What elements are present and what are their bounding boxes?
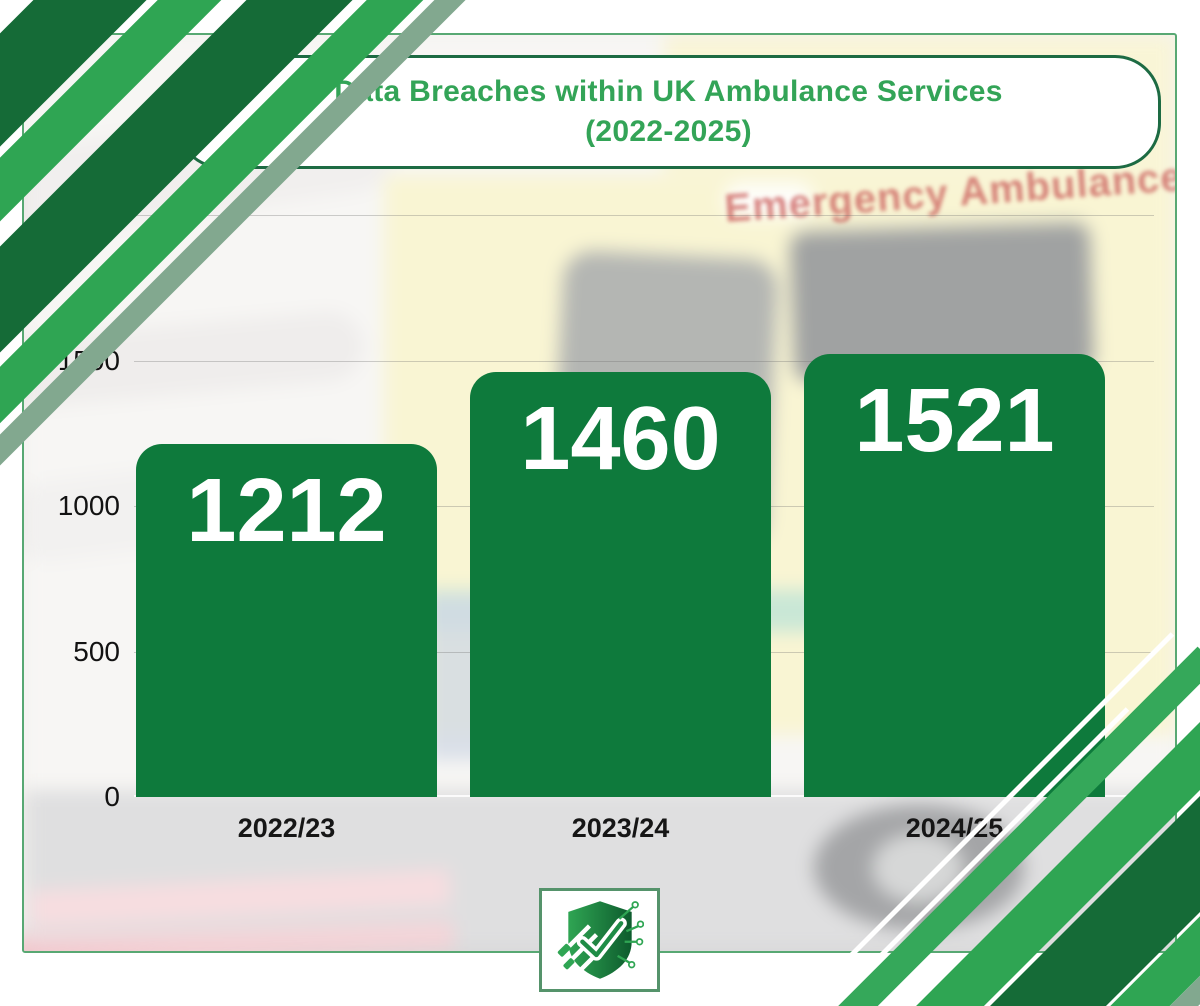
y-tick-label: 1000 (57, 490, 120, 521)
chart-title-line2: (2022-2025) (585, 115, 752, 148)
bar-value-label: 1212 (186, 461, 387, 562)
chart-title-line1: Data Breaches within UK Ambulance Servic… (334, 75, 1003, 108)
chart-panel: Emergency Ambulance 2000 1500 1000 500 0… (22, 33, 1177, 953)
bar-2023-24: 1460 (470, 372, 771, 797)
y-tick-label: 1500 (57, 345, 120, 376)
shield-checkmark-circuit-logo-icon (557, 901, 644, 979)
y-tick-label: 2000 (57, 199, 120, 230)
x-category-label: 2023/24 (571, 813, 670, 843)
bar-2024-25: 1521 (804, 354, 1105, 797)
title-box: Data Breaches within UK Ambulance Servic… (176, 55, 1161, 169)
x-category-label: 2022/23 (237, 813, 336, 843)
bar-2022-23: 1212 (136, 444, 437, 797)
gridline-2000 (134, 215, 1154, 216)
y-tick-label: 0 (104, 781, 120, 812)
x-category-label: 2024/25 (905, 813, 1004, 843)
ambulance-mirror (724, 183, 814, 217)
y-tick-label: 500 (73, 636, 120, 667)
bar-value-label: 1460 (520, 389, 721, 490)
gridline-1500 (134, 361, 1154, 362)
bar-value-label: 1521 (854, 371, 1055, 472)
logo-box (539, 888, 660, 992)
